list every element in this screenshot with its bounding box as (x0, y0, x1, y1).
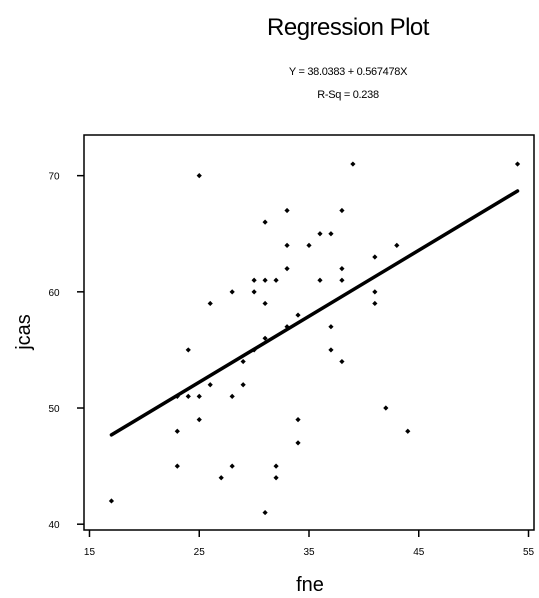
plot-frame (83, 134, 535, 531)
data-point (328, 324, 334, 330)
data-point (174, 463, 180, 469)
data-point (240, 358, 246, 365)
y-tick-label: 70 (48, 172, 60, 183)
data-point (295, 440, 301, 446)
r-squared: R-Sq = 0.238 (317, 89, 379, 101)
data-point (229, 289, 235, 295)
x-tick-label: 35 (303, 547, 315, 558)
data-point (317, 277, 323, 283)
data-point (372, 300, 378, 307)
data-point (174, 428, 180, 434)
y-tick-label: 40 (48, 520, 60, 531)
data-point (328, 231, 334, 237)
data-point (196, 417, 202, 423)
data-point (339, 358, 345, 365)
data-point (295, 417, 301, 423)
data-point (372, 289, 378, 295)
data-point (328, 347, 334, 353)
data-point (339, 266, 345, 272)
data-point (185, 393, 191, 399)
regression-equation: Y = 38.0383 + 0.567478X (288, 66, 408, 78)
data-points (108, 161, 521, 516)
data-point (262, 219, 268, 225)
data-point (218, 475, 224, 481)
data-point (240, 382, 246, 388)
data-point (229, 463, 235, 469)
data-point (273, 277, 279, 283)
regression-line (109, 189, 520, 437)
data-point (372, 254, 378, 260)
data-point (262, 277, 268, 283)
data-point (229, 393, 235, 399)
x-tick-label: 45 (413, 547, 425, 558)
data-point (284, 207, 290, 214)
x-axis-label: fne (296, 574, 324, 596)
data-point (251, 277, 257, 283)
data-point (207, 300, 213, 307)
data-point (284, 266, 290, 272)
data-point (306, 242, 312, 248)
axis-ticks: 15 25 35 45 55 40 50 60 70 (48, 172, 534, 558)
x-tick-label: 15 (84, 547, 96, 558)
x-tick-label: 25 (194, 547, 206, 558)
data-point (196, 393, 202, 399)
data-point (284, 324, 290, 330)
data-point (251, 289, 257, 295)
data-point (108, 498, 115, 504)
data-point (273, 463, 279, 469)
y-tick-label: 60 (48, 288, 60, 299)
data-point (339, 277, 345, 283)
data-point (284, 242, 290, 248)
data-point (339, 207, 345, 214)
data-point (196, 173, 202, 179)
data-point (317, 231, 323, 237)
data-point (273, 475, 279, 481)
data-point (405, 428, 411, 434)
y-axis-label: jcas (13, 314, 35, 351)
data-point (394, 242, 400, 248)
data-point (185, 347, 191, 353)
data-point (383, 405, 389, 411)
data-point (295, 312, 301, 318)
x-tick-label: 55 (523, 547, 535, 558)
data-point (262, 300, 268, 307)
data-point (514, 161, 521, 167)
data-point (207, 382, 213, 388)
data-point (262, 509, 268, 516)
y-tick-label: 50 (48, 404, 60, 415)
chart-title: Regression Plot (267, 14, 429, 41)
data-point (350, 161, 356, 167)
data-point (262, 335, 268, 341)
